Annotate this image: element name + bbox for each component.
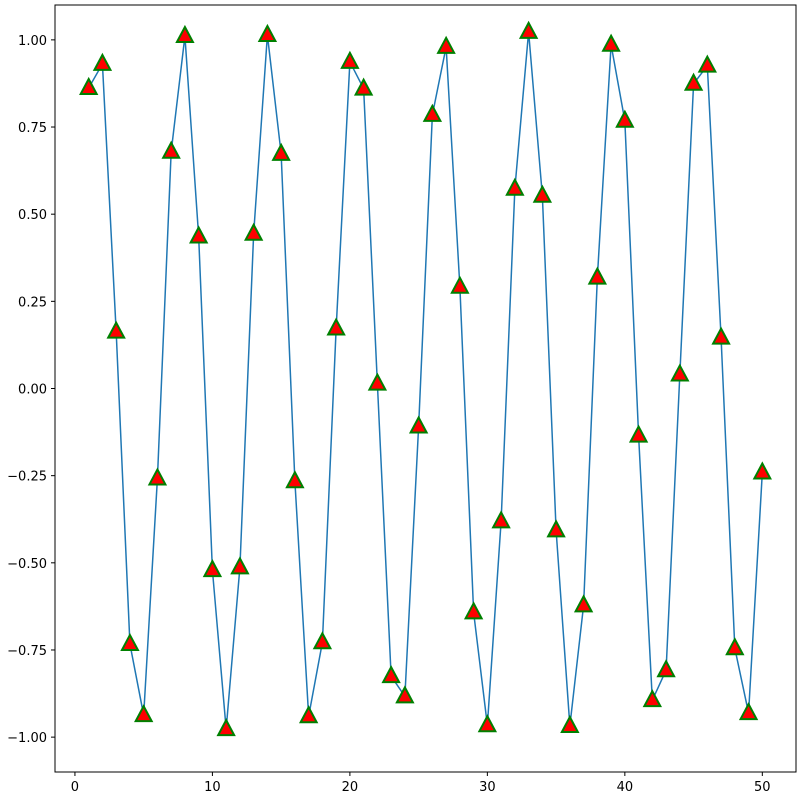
marker (505, 177, 525, 196)
marker (134, 704, 154, 723)
marker (491, 510, 511, 529)
y-tick-label: 0.75 (18, 121, 47, 136)
marker (79, 76, 99, 95)
marker (463, 601, 484, 620)
marker (92, 52, 113, 71)
marker (188, 225, 209, 244)
marker (326, 317, 346, 336)
marker (725, 637, 745, 656)
marker (683, 72, 704, 91)
marker (752, 461, 772, 480)
marker (656, 659, 676, 678)
marker (271, 142, 291, 161)
y-tick-label: −0.50 (7, 557, 47, 572)
marker (202, 559, 223, 578)
marker (120, 632, 140, 652)
marker (312, 631, 333, 650)
marker (147, 467, 168, 486)
x-tick-label: 10 (204, 780, 221, 795)
marker (298, 705, 319, 724)
marker (518, 20, 539, 39)
marker (628, 424, 649, 443)
y-tick-label: −0.25 (7, 470, 47, 485)
marker (573, 594, 594, 613)
marker (257, 23, 278, 42)
marker (230, 556, 250, 575)
marker (353, 77, 374, 96)
marker (340, 50, 360, 69)
marker (738, 701, 759, 721)
marker (450, 275, 470, 294)
marker (711, 326, 731, 345)
marker (642, 689, 663, 708)
marker (175, 24, 195, 44)
y-tick-label: 1.00 (18, 34, 47, 49)
x-tick-label: 0 (71, 780, 79, 795)
x-tick-label: 40 (617, 780, 634, 795)
marker (381, 665, 401, 684)
marker (395, 685, 415, 704)
marker (408, 415, 429, 434)
y-tick-label: 0.50 (18, 208, 47, 223)
x-tick-label: 30 (479, 780, 496, 795)
marker (161, 140, 181, 159)
marker (615, 109, 635, 128)
marker (697, 54, 717, 73)
marker (532, 184, 553, 203)
marker (436, 35, 456, 54)
marker (367, 372, 388, 391)
marker (216, 717, 236, 737)
marker (560, 714, 580, 733)
y-tick-label: −0.75 (7, 644, 47, 659)
plot-frame (54, 4, 797, 773)
data-line (88, 31, 764, 730)
marker (243, 222, 264, 241)
marker (477, 714, 498, 733)
marker (670, 363, 690, 382)
marker (106, 320, 126, 339)
marker (422, 103, 443, 122)
marker (601, 33, 621, 52)
y-tick-label: 0.25 (18, 295, 47, 310)
x-tick-label: 20 (342, 780, 359, 795)
marker (285, 470, 305, 489)
y-tick-label: −1.00 (7, 731, 47, 746)
marker (587, 266, 608, 285)
x-tick-label: 50 (754, 780, 771, 795)
y-tick-label: 0.00 (18, 383, 47, 398)
marker (546, 519, 566, 538)
